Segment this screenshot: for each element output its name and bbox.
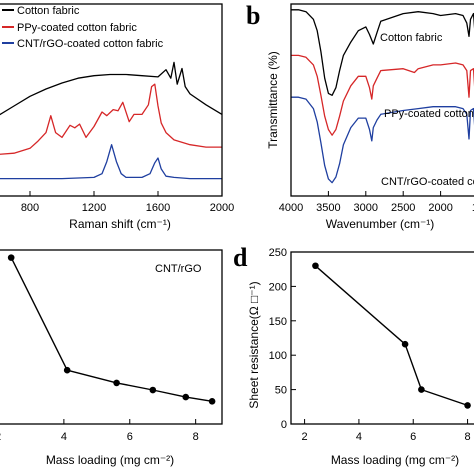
panel-c-point	[182, 393, 190, 401]
panel-b-annotation-2: CNT/rGO-coated cotton fabric	[381, 176, 474, 188]
panel-d-series-line	[314, 265, 468, 407]
ftir-series-line-1	[291, 54, 474, 136]
panel-d-ytick-label: 0	[281, 419, 287, 431]
panel-b-annotation-0: Cotton fabric	[380, 32, 443, 44]
panel-b-xlabel: Wavenumber (cm⁻¹)	[326, 217, 435, 231]
panel-c-series-line	[10, 257, 213, 402]
panel-d-frame	[290, 251, 474, 425]
panel-c-point	[208, 398, 216, 405]
panel-c-xlabel: Mass loading (mg cm⁻²)	[46, 453, 174, 467]
panel-c-annotation: CNT/rGO	[155, 263, 202, 275]
ftir-series-line-0	[291, 9, 474, 96]
panel-b-xtick-label: 4000	[279, 202, 303, 214]
panel-d-xtick-label: 4	[356, 431, 362, 443]
panel-d-xtick-label: 8	[465, 431, 471, 443]
panel-d-point	[418, 386, 425, 393]
panel-d-point	[401, 340, 409, 348]
panel-c-xtick-label: 6	[127, 431, 133, 443]
panel-a-frame	[0, 3, 223, 197]
legend-entry-2: CNT/rGO-coated cotton fabric	[17, 38, 164, 50]
panel-a-xtick-label: 1200	[82, 202, 106, 214]
panel-d-ytick-label: 200	[269, 281, 287, 293]
panel-a-xtick-label: 1600	[146, 202, 170, 214]
panel-b-xtick-label: 2000	[428, 202, 452, 214]
panel-c-point	[149, 386, 157, 394]
panel-d-point	[464, 402, 471, 409]
panel-d-ytick-label: 150	[269, 316, 287, 328]
raman-series-line-0	[0, 61, 223, 116]
panel-b-ylabel: Transmittance (%)	[266, 51, 280, 149]
panel-d-point	[312, 262, 319, 270]
panel-b-xtick-label: 3000	[354, 202, 378, 214]
raman-series-line-2	[0, 144, 222, 180]
panel-d-ylabel: Sheet resistance(Ω □⁻¹)	[247, 281, 261, 408]
panel-c-point	[113, 379, 120, 387]
panel-d-ytick-label: 100	[269, 350, 287, 362]
panel-c-frame	[0, 249, 223, 425]
panel-d-xlabel: Mass loading (mg cm⁻²)	[331, 453, 459, 467]
raman-series-line-1	[0, 83, 222, 155]
panel-a-xtick-label: 2000	[210, 202, 234, 214]
panel-d-xtick-label: 2	[302, 431, 308, 443]
panel-c-point	[7, 254, 15, 261]
panel-d-xtick-label: 6	[410, 431, 416, 443]
panel-d-ytick-label: 250	[269, 247, 287, 259]
panel-c-xtick-label: 4	[61, 431, 67, 443]
panel-b-xtick-label: 2500	[391, 202, 415, 214]
legend-entry-0: Cotton fabric	[17, 5, 80, 17]
panel-a-xlabel: Raman shift (cm⁻¹)	[69, 217, 171, 231]
ftir-series-line-2	[291, 96, 474, 184]
panel-b-frame	[290, 3, 474, 197]
panel-b-xtick-label: 15	[472, 202, 474, 214]
panel-d-ytick-label: 50	[275, 385, 287, 397]
panel-a-xtick-label: 800	[21, 202, 39, 214]
panel-c-xtick-label: 8	[193, 431, 199, 443]
panel-b-annotation-1: PPy-coated cotton fabric	[384, 108, 474, 120]
panel-b-letter: b	[246, 1, 260, 30]
panel-d-letter: d	[233, 243, 248, 272]
panel-c-xtick-label: 2	[0, 431, 1, 443]
panel-b-xtick-label: 3500	[316, 202, 340, 214]
legend-entry-1: PPy-coated cotton fabric	[17, 22, 137, 34]
panel-c-point	[63, 366, 71, 374]
